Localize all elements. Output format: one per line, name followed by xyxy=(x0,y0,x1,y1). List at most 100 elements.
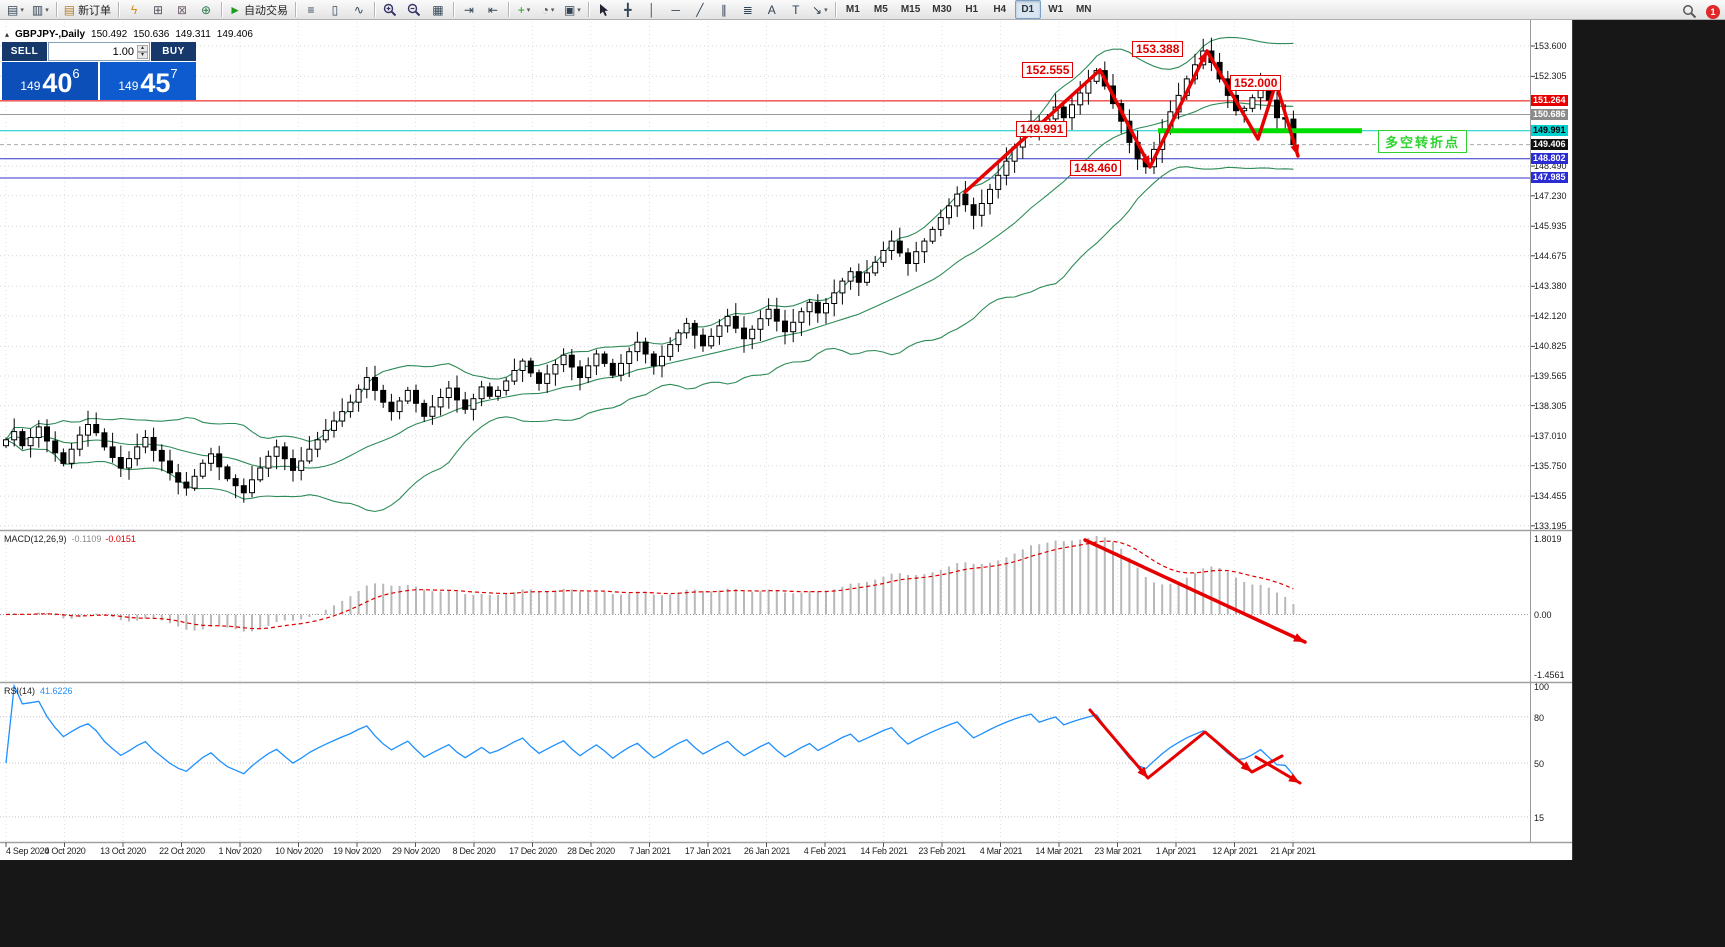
date-axis-label: 29 Nov 2020 xyxy=(392,846,440,856)
chart-bars-button[interactable]: ≡ xyxy=(307,2,315,17)
chart-canvas[interactable] xyxy=(0,20,1572,860)
trendline-button[interactable]: ╱ xyxy=(696,2,704,17)
toolbar-separator xyxy=(587,2,589,17)
tf-mn[interactable]: MN xyxy=(1075,4,1092,15)
notifications-badge[interactable]: 1 xyxy=(1706,4,1720,19)
chart-title: ▴ GBPJPY-,Daily 150.492 150.636 149.311 … xyxy=(5,29,253,40)
community-icon[interactable]: ⊕ xyxy=(201,2,212,17)
rsi-indicator-label: RSI(14) 41.6226 xyxy=(4,686,73,696)
date-axis-label: 14 Feb 2021 xyxy=(860,846,908,856)
templates-button[interactable]: ▣ ▾ xyxy=(563,2,581,17)
rsi-extra-arrow[interactable] xyxy=(1254,755,1302,785)
tf-m5[interactable]: M5 xyxy=(873,4,888,15)
toolbar-separator xyxy=(373,2,375,17)
sell-price-button[interactable]: 149 40 6 xyxy=(2,62,98,100)
tile-windows-button[interactable]: ▦ xyxy=(432,2,444,17)
mail-icon[interactable]: ⊠ xyxy=(177,2,188,17)
price-callout[interactable]: 152.555 xyxy=(1022,62,1074,78)
metaeditor-icon[interactable]: ϟ xyxy=(130,2,138,17)
price-axis-label: 139.565 xyxy=(1534,371,1567,381)
zoom-in-button[interactable] xyxy=(379,0,401,19)
price-callout[interactable]: 149.991 xyxy=(1016,121,1068,137)
macd-name: MACD(12,26,9) xyxy=(4,534,67,544)
price-axis-label: 133.195 xyxy=(1534,521,1567,531)
auto-scroll-button[interactable]: ⇥ xyxy=(463,2,474,17)
spinner-up-icon[interactable]: ▴ xyxy=(137,44,148,52)
price-line-label: 151.264 xyxy=(1531,95,1568,106)
ohlc-high: 150.636 xyxy=(133,29,170,40)
date-axis-label: 22 Oct 2020 xyxy=(159,846,205,856)
price-callout[interactable]: 152.000 xyxy=(1230,75,1282,91)
toolbar-separator xyxy=(221,2,223,17)
date-axis-label: 1 Apr 2021 xyxy=(1155,846,1197,856)
rsi-line xyxy=(5,683,1294,776)
new-order-button[interactable]: ▤ 新订单 xyxy=(63,2,112,17)
autotrading-button[interactable]: ► 自动交易 xyxy=(229,2,288,17)
channel-button[interactable]: ∥ xyxy=(720,2,727,17)
macd-histogram xyxy=(13,536,1295,632)
indicators-button[interactable]: + ▾ xyxy=(517,2,531,17)
fibonacci-button[interactable]: ≣ xyxy=(742,2,753,17)
search-icon[interactable] xyxy=(1678,2,1700,21)
chart-window: ▴ GBPJPY-,Daily 150.492 150.636 149.311 … xyxy=(0,20,1573,860)
macd-scale-zero: 0.00 xyxy=(1534,610,1552,620)
price-axis-label: 138.305 xyxy=(1534,401,1567,411)
vertical-line-button[interactable]: │ xyxy=(648,2,656,17)
chart-line-button[interactable]: ∿ xyxy=(353,2,364,17)
turning-point-label[interactable]: 多空转折点 xyxy=(1378,130,1468,153)
rsi-scale-label: 80 xyxy=(1534,713,1545,723)
tf-d1[interactable]: D1 xyxy=(1014,0,1041,19)
horizontal-line-button[interactable]: ─ xyxy=(671,2,681,17)
print-icon[interactable]: ⊞ xyxy=(153,2,164,17)
tf-h1[interactable]: H1 xyxy=(965,4,979,15)
crosshair-button[interactable]: ╋ xyxy=(624,2,632,17)
date-axis-label: 7 Jan 2021 xyxy=(629,846,671,856)
cursor-button[interactable] xyxy=(593,0,615,19)
volume-spinner[interactable]: ▴ ▾ xyxy=(137,44,148,59)
arrows-button[interactable]: ↘ ▾ xyxy=(812,2,828,17)
toolbar: ▤ ▾ ▥ ▾ ▤ 新订单 ϟ ⊞ ⊠ ⊕ ► 自动交易 ≡ ▯ ∿ ▦ ⇥ ⇤ + ▾ ◔ ▾ ▣ ▾ ╋ │ ─ ╱ ∥ ≣ A T ↘ ▾ M… xyxy=(0,0,1725,20)
tf-w1[interactable]: W1 xyxy=(1048,4,1064,15)
symbol-period-label: GBPJPY-,Daily xyxy=(15,29,86,40)
volume-input[interactable]: 1.00 ▴ ▾ xyxy=(48,42,150,61)
buy-button[interactable]: BUY xyxy=(151,42,196,61)
volume-value: 1.00 xyxy=(112,45,134,58)
toolbar-separator xyxy=(507,2,509,17)
price-callout[interactable]: 148.460 xyxy=(1070,160,1122,176)
price-callout[interactable]: 153.388 xyxy=(1132,41,1184,57)
chart-shift-button[interactable]: ⇤ xyxy=(487,2,498,17)
macd-main-value: -0.1109 xyxy=(71,534,102,544)
price-axis-label: 134.455 xyxy=(1534,491,1567,501)
spinner-down-icon[interactable]: ▾ xyxy=(137,51,148,59)
new-chart-button[interactable]: ▤ ▾ xyxy=(7,2,24,17)
macd-trend-arrow[interactable] xyxy=(1083,538,1307,644)
rsi-value: 41.6226 xyxy=(40,686,73,696)
label-button[interactable]: T xyxy=(792,2,800,17)
toolbar-separator xyxy=(55,2,57,17)
chart-candles-button[interactable]: ▯ xyxy=(331,2,339,17)
date-axis-label: 28 Dec 2020 xyxy=(567,846,615,856)
date-axis-label: 4 Sep 2020 xyxy=(6,846,50,856)
tf-h4[interactable]: H4 xyxy=(993,4,1007,15)
text-button[interactable]: A xyxy=(767,2,776,17)
one-click-collapse-icon[interactable]: ▴ xyxy=(5,30,10,39)
price-line-label: 147.985 xyxy=(1531,172,1568,183)
date-axis-label: 23 Mar 2021 xyxy=(1094,846,1142,856)
periods-button[interactable]: ◔ ▾ xyxy=(541,2,555,17)
zoom-out-button[interactable] xyxy=(403,0,425,19)
toolbar-separator xyxy=(452,2,454,17)
buy-price-button[interactable]: 149 45 7 xyxy=(100,62,196,100)
tf-m15[interactable]: M15 xyxy=(900,4,921,15)
one-click-trading-panel: SELL 1.00 ▴ ▾ BUY 149 40 6 149 45 7 xyxy=(2,42,196,100)
price-axis-label: 148.490 xyxy=(1534,161,1567,171)
toolbar-separator xyxy=(834,2,836,17)
toolbar-separator xyxy=(294,2,296,17)
rsi-trend-zigzag-arrow[interactable] xyxy=(1088,708,1284,780)
ohlc-low: 149.311 xyxy=(175,29,211,40)
tf-m30[interactable]: M30 xyxy=(932,4,952,15)
tf-m1[interactable]: M1 xyxy=(845,4,860,15)
profiles-button[interactable]: ▥ ▾ xyxy=(31,2,49,17)
macd-signal-value: -0.0151 xyxy=(105,534,136,544)
sell-button[interactable]: SELL xyxy=(2,42,47,61)
price-line-label: 149.406 xyxy=(1531,139,1568,150)
